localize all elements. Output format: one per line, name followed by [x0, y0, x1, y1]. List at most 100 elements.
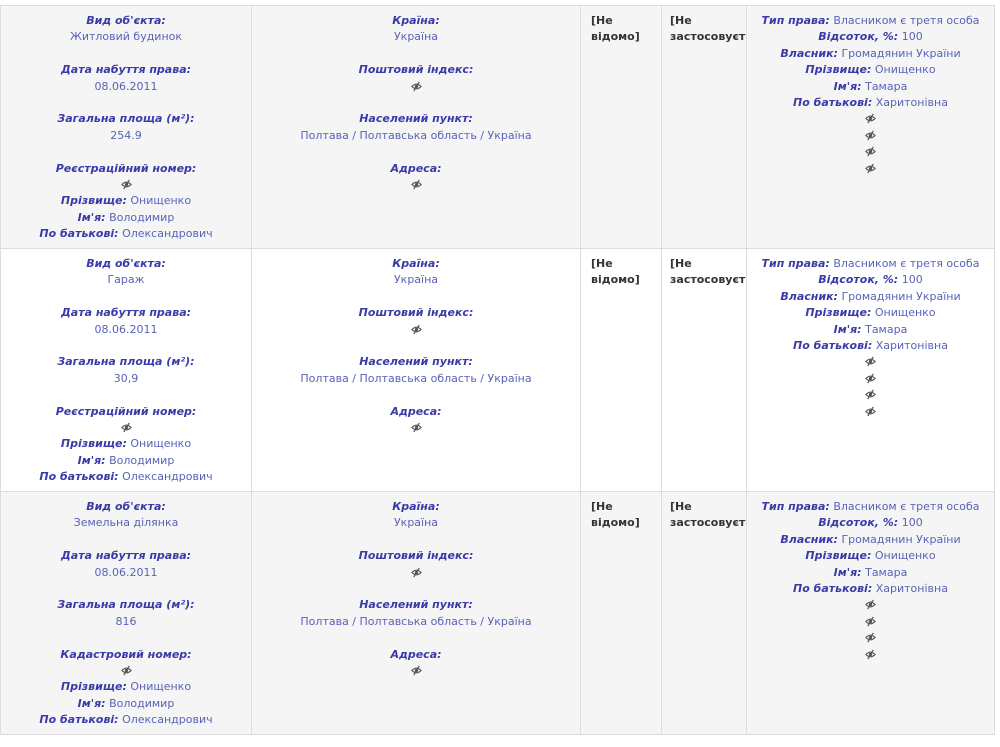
field-line: По батькові: Харитонівна: [747, 581, 994, 597]
field-value: Харитонівна: [875, 582, 948, 596]
field-value: Україна: [393, 516, 439, 530]
field-value: Харитонівна: [875, 339, 948, 353]
hidden-icon: [747, 354, 994, 370]
field-label: Прізвище:: [60, 194, 127, 208]
cost-note-cell: [Не застосовується]: [662, 492, 747, 734]
eye-slash-icon: [410, 422, 422, 433]
table-row: Вид об'єкта: Гараж Дата набуття права: 08.0…: [0, 249, 995, 492]
field-label: Прізвище:: [805, 306, 872, 320]
field-line: Відсоток, %: 100: [747, 272, 994, 288]
field-value: 100: [901, 273, 923, 287]
location-cell: Країна: Україна Поштовий індекс: Населений …: [252, 492, 581, 734]
field-value: 100: [901, 30, 923, 44]
field-value: Онищенко: [874, 549, 936, 563]
field-line: По батькові: Олександрович: [1, 712, 251, 728]
field-label: По батькові:: [793, 96, 873, 110]
field-value: Громадянин України: [841, 532, 961, 546]
field-line: Відсоток, %: 100: [747, 515, 994, 531]
field-value: Володимир: [109, 696, 175, 710]
field-value: Онищенко: [130, 194, 192, 208]
field-value: Тамара: [865, 322, 908, 336]
field-line: Ім'я: Володимир: [1, 696, 251, 712]
field-label: Тип права:: [761, 500, 830, 513]
declaration-table: Вид об'єкта: Житловий будинок Дата набуття…: [0, 5, 995, 735]
field-group: Загальна площа (м²): 254.9: [1, 111, 251, 144]
field-line: Прізвище: Онищенко: [747, 548, 994, 564]
field-label: Власник:: [780, 46, 838, 60]
field-value: Онищенко: [874, 63, 936, 77]
field-label: Ім'я:: [833, 79, 862, 93]
field-label: Відсоток, %:: [818, 30, 899, 44]
location-cell: Країна: Україна Поштовий індекс: Населений …: [252, 6, 581, 248]
field-value: 08.06.2011: [94, 322, 158, 336]
rights-cell: Тип права: Власником є третя особа Відсот…: [747, 492, 995, 734]
field-group: Вид об'єкта: Земельна ділянка: [1, 499, 251, 532]
field-label: Тип права:: [761, 257, 830, 270]
field-label: Адреса:: [390, 404, 442, 418]
field-line: По батькові: Харитонівна: [747, 95, 994, 111]
hidden-icon: [747, 597, 994, 613]
field-label: Тип права:: [761, 14, 830, 27]
field-value: Громадянин України: [841, 46, 961, 60]
field-label: Країна:: [392, 14, 440, 27]
field-group: Вид об'єкта: Гараж: [1, 256, 251, 289]
field-label: Ім'я:: [833, 565, 862, 579]
field-line: Ім'я: Володимир: [1, 210, 251, 226]
field-value: 08.06.2011: [94, 79, 158, 93]
eye-slash-icon: [865, 146, 876, 157]
hidden-icon: [747, 404, 994, 420]
field-line: Тип права: Власником є третя особа: [747, 13, 994, 29]
field-value: Тамара: [865, 79, 908, 93]
field-value: Україна: [393, 30, 439, 44]
eye-slash-icon: [865, 163, 876, 174]
eye-slash-icon: [410, 179, 422, 190]
field-label: Прізвище:: [60, 437, 127, 451]
field-label: Ім'я:: [77, 210, 106, 224]
eye-slash-icon: [865, 616, 876, 627]
field-group: Поштовий індекс:: [252, 548, 580, 581]
field-label: Дата набуття права:: [60, 306, 192, 320]
field-line: Ім'я: Тамара: [747, 322, 994, 338]
field-group: Реєстраційний номер:: [1, 161, 251, 194]
field-value: Онищенко: [130, 680, 192, 694]
field-group: Країна: Україна: [252, 13, 580, 46]
field-label: Адреса:: [390, 161, 442, 175]
field-label: Вид об'єкта:: [86, 14, 166, 27]
eye-slash-icon: [865, 114, 876, 124]
field-group: Населений пункт: Полтава / Полтавська обл…: [252, 597, 580, 630]
cost-note-cell: [Не застосовується]: [662, 249, 747, 491]
field-label: Дата набуття права:: [60, 549, 192, 563]
field-label: По батькові:: [39, 227, 119, 241]
field-label: Поштовий індекс:: [358, 306, 474, 320]
field-label: Прізвище:: [60, 680, 127, 694]
field-value: Громадянин України: [841, 289, 961, 303]
field-value: Земельна ділянка: [73, 516, 179, 530]
field-value: Харитонівна: [875, 96, 948, 110]
eye-slash-icon: [410, 324, 422, 334]
cost-cell: [Не відомо]: [581, 492, 662, 734]
field-value: 30,9: [113, 371, 139, 385]
hidden-icon: [747, 371, 994, 387]
field-line: Прізвище: Онищенко: [1, 193, 251, 209]
field-group: Адреса:: [252, 404, 580, 437]
field-line: По батькові: Харитонівна: [747, 338, 994, 354]
field-label: Країна:: [392, 500, 440, 513]
field-value: Онищенко: [874, 306, 936, 320]
field-group: Країна: Україна: [252, 499, 580, 532]
hidden-icon: [252, 663, 580, 679]
field-line: Прізвище: Онищенко: [747, 305, 994, 321]
field-label: Населений пункт:: [359, 598, 473, 612]
hidden-icon: [747, 144, 994, 160]
object-cell: Вид об'єкта: Земельна ділянка Дата набуття…: [0, 492, 252, 734]
eye-slash-icon: [865, 649, 876, 660]
field-line: Ім'я: Тамара: [747, 79, 994, 95]
field-value: 08.06.2011: [94, 565, 158, 579]
table-row: Вид об'єкта: Земельна ділянка Дата набуття…: [0, 492, 995, 735]
field-value: Житловий будинок: [69, 30, 183, 44]
eye-slash-icon: [410, 665, 422, 676]
hidden-icon: [252, 565, 580, 581]
field-group: Населений пункт: Полтава / Полтавська обл…: [252, 111, 580, 144]
field-value: 100: [901, 516, 923, 530]
hidden-icon: [252, 420, 580, 436]
